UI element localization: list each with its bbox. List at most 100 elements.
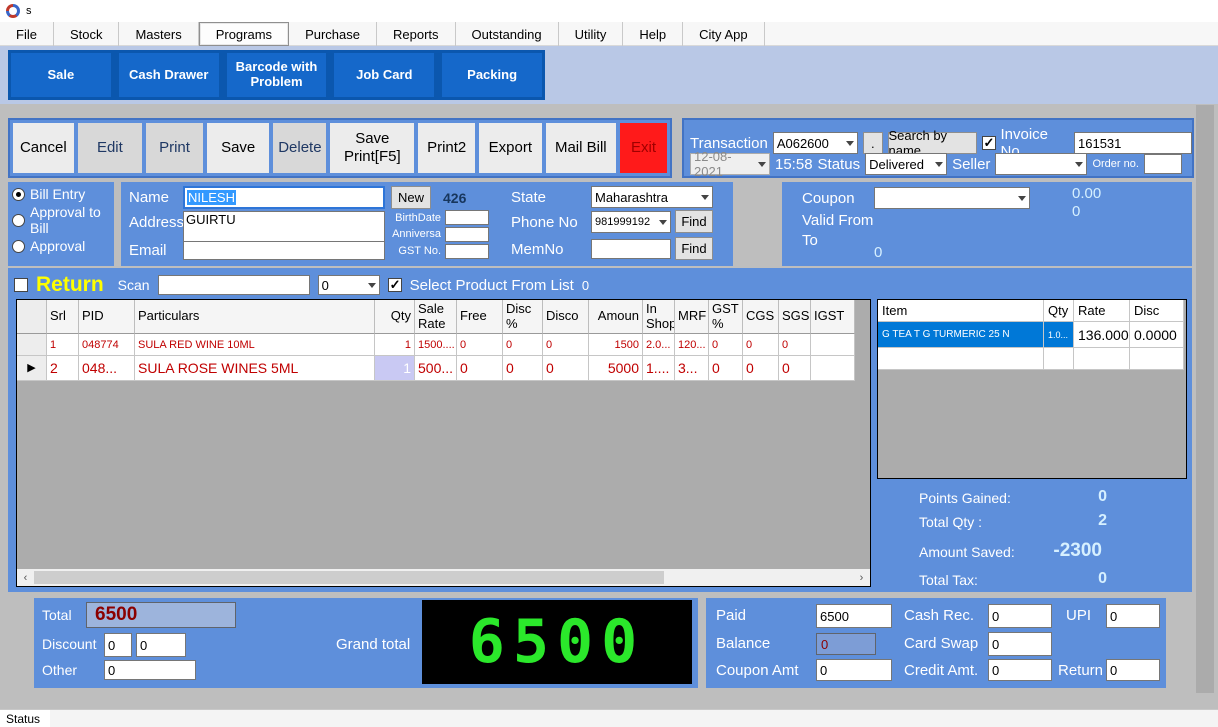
address-input[interactable]: GUIRTU [183,211,385,245]
scan-qty-combo[interactable]: 0 [317,275,380,295]
coupon-amt-input[interactable] [816,659,892,681]
gst-no-input[interactable] [445,244,489,259]
exit-button[interactable]: Exit [620,123,667,173]
scroll-left-icon[interactable]: ‹ [23,571,28,584]
upi-input[interactable] [1106,604,1160,628]
status-combo[interactable]: Delivered [865,153,948,175]
discount-label: Discount [42,636,97,652]
phone-combo[interactable]: 981999192 [591,211,671,233]
chevron-down-icon [1018,195,1026,201]
return-amt-input[interactable] [1106,659,1160,681]
menu-purchase[interactable]: Purchase [289,22,377,46]
find-phone-button[interactable]: Find [675,210,713,233]
bill-summary: Points Gained: 0 Total Qty : 2 Amount Sa… [877,484,1187,588]
mail-bill-button[interactable]: Mail Bill [545,123,616,173]
cash-drawer-button[interactable]: Cash Drawer [118,53,219,97]
search-by-name-button[interactable]: Search by name [887,128,977,158]
print2-button[interactable]: Print2 [418,123,476,173]
menu-file[interactable]: File [0,22,54,46]
approval-to-bill-option[interactable]: Approval to Bill [12,205,110,236]
menu-help[interactable]: Help [623,22,684,46]
invoice-checkbox[interactable] [981,135,996,151]
packing-button[interactable]: Packing [442,53,542,97]
memno-input[interactable] [591,239,671,259]
anniversary-input[interactable] [445,227,489,242]
select-product-label: Select Product From List [409,276,574,294]
menu-outstanding[interactable]: Outstanding [456,22,559,46]
edit-button[interactable]: Edit [77,123,143,173]
coupon-combo[interactable] [874,187,1030,209]
seller-combo[interactable] [995,153,1088,175]
email-input[interactable] [183,241,385,260]
menu-programs[interactable]: Programs [198,22,290,46]
chevron-down-icon [846,140,855,146]
chevron-down-icon [935,161,944,167]
menu-city-app[interactable]: City App [683,22,765,46]
discount2-input[interactable] [136,633,186,657]
return-checkbox[interactable] [14,278,28,292]
invoice-no-input[interactable] [1074,132,1192,154]
action-toolbar: Cancel Edit Print Save Delete Save Print… [8,118,672,178]
save-button[interactable]: Save [206,123,270,173]
bill-items-grid[interactable]: Srl PID Particulars Qty Sale Rate Free D… [16,299,871,587]
card-swap-input[interactable] [988,632,1052,656]
dot-button[interactable]: . [863,132,883,154]
save-print-button[interactable]: Save Print[F5] [330,123,415,173]
bill-entry-option[interactable]: Bill Entry [12,186,110,202]
radio-icon[interactable] [12,214,25,228]
current-row-icon[interactable]: ▶ [17,356,47,381]
paid-input[interactable] [816,604,892,628]
cancel-button[interactable]: Cancel [13,123,74,173]
return-amt-label: Return [1058,662,1104,679]
radio-icon[interactable] [12,188,25,202]
scan-input[interactable] [157,275,310,295]
cash-rec-input[interactable] [988,604,1052,628]
chevron-down-icon [758,161,766,167]
row-selector[interactable] [17,334,47,356]
seller-label: Seller [952,155,991,173]
anniversary-label: Anniversa [392,228,441,240]
email-label: Email [129,242,167,259]
export-button[interactable]: Export [479,123,542,173]
other-input[interactable] [104,660,196,680]
menu-bar: File Stock Masters Programs Purchase Rep… [0,22,1218,46]
scroll-right-icon[interactable]: › [859,571,864,584]
title-bar: s [0,0,1218,22]
menu-stock[interactable]: Stock [54,22,120,46]
grid-horizontal-scrollbar[interactable]: ‹ › [17,569,870,586]
state-combo[interactable]: Maharashtra [591,186,713,208]
time-value: 15:58 [775,155,813,173]
memno-label: MemNo [511,241,564,258]
new-customer-button[interactable]: New [391,186,431,209]
item-list-selected-row[interactable]: G TEA T G TURMERIC 25 N 1.0... 136.000 0 … [878,322,1186,348]
birthdate-input[interactable] [445,210,489,225]
date-combo[interactable]: 12-08-2021 [690,149,770,179]
discount1-input[interactable] [104,633,132,657]
approval-option[interactable]: Approval [12,238,110,254]
grid-row-1[interactable]: 1 048774 SULA RED WINE 10ML 1 1500.... 0… [17,334,870,356]
find-memno-button[interactable]: Find [675,237,713,260]
menu-reports[interactable]: Reports [377,22,456,46]
menu-masters[interactable]: Masters [119,22,199,46]
total-value-box: 6500 [86,602,236,628]
delete-button[interactable]: Delete [273,123,327,173]
coupon-amount: 0.00 [1072,185,1102,202]
print-button[interactable]: Print [146,123,203,173]
radio-icon[interactable] [12,240,25,254]
grid-row-2-current[interactable]: ▶ 2 048... SULA ROSE WINES 5ML 1 500... … [17,356,870,381]
scrollbar-thumb[interactable] [34,571,664,584]
barcode-with-problem-button[interactable]: Barcode with Problem [226,53,327,97]
sale-button[interactable]: Sale [11,53,111,97]
transaction-combo[interactable]: A062600 [772,132,859,154]
credit-amt-input[interactable] [988,659,1052,681]
order-no-input[interactable] [1143,154,1182,174]
job-card-button[interactable]: Job Card [334,53,435,97]
menu-utility[interactable]: Utility [559,22,624,46]
selected-qty-cell[interactable]: 1 [375,356,415,381]
name-input[interactable]: NILESH [183,186,385,209]
select-product-checkbox[interactable] [387,277,402,293]
amount-saved-label: Amount Saved: [919,544,1015,560]
coupon-amt-label: Coupon Amt [716,662,799,679]
state-label: State [511,189,547,206]
product-list-panel[interactable]: Item Qty Rate Disc G TEA T G TURMERIC 25… [877,299,1187,479]
